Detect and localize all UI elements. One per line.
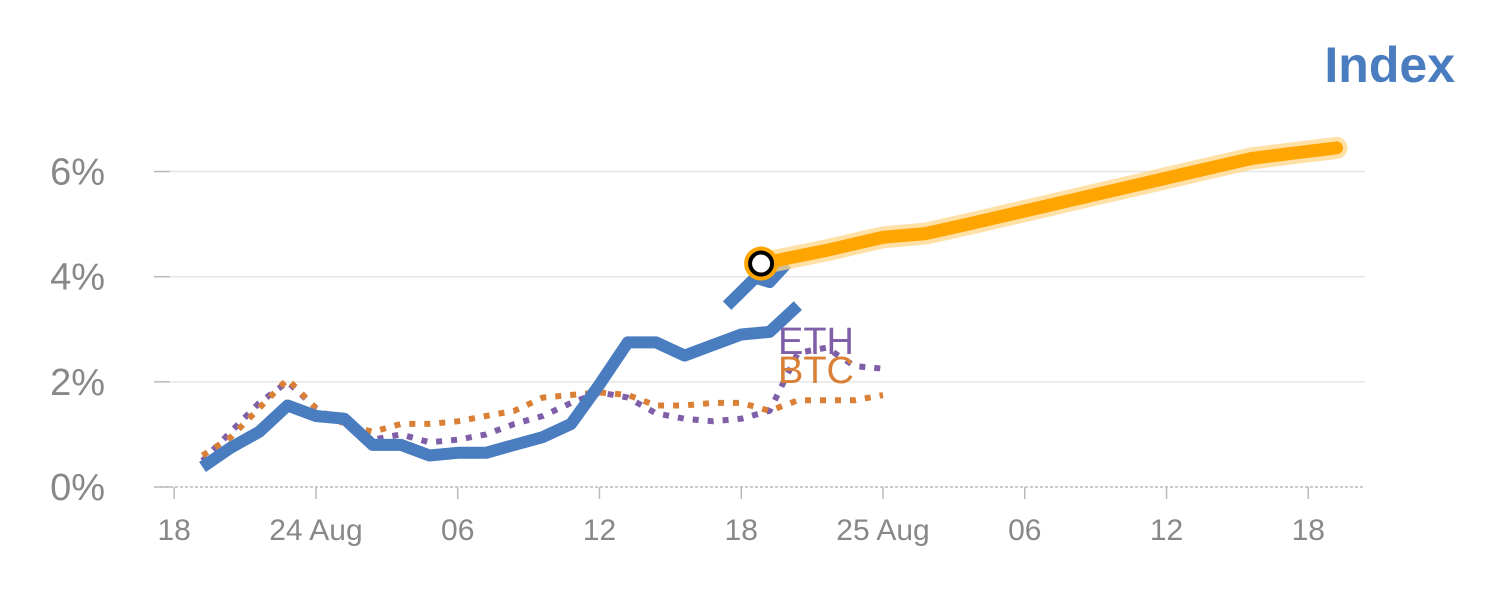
x-tick-label: 06	[441, 514, 474, 547]
x-tick-label: 12	[583, 514, 616, 547]
x-tick-label: 18	[1292, 514, 1325, 547]
y-tick-labels: 0% 2% 4% 6%	[50, 152, 170, 509]
x-tick-label: 18	[157, 514, 190, 547]
series-line-btc	[200, 376, 884, 459]
x-tick-labels: 18 24 Aug 06 12 18 25 Aug 06 12 18	[157, 487, 1325, 547]
x-tick-label: 12	[1150, 514, 1183, 547]
y-tick-label: 0%	[50, 467, 105, 509]
index-line	[199, 301, 802, 472]
x-tick-label: 24 Aug	[269, 514, 362, 547]
forecast-line	[754, 141, 1344, 271]
y-tick-label: 2%	[50, 362, 105, 404]
marker-dot	[748, 250, 775, 277]
series-label-eth: ETH	[778, 321, 854, 363]
series-label-btc: BTC	[778, 350, 854, 392]
x-tick-label: 18	[725, 514, 758, 547]
x-tick-label: 25 Aug	[836, 514, 929, 547]
y-tick-label: 4%	[50, 257, 105, 299]
x-tick-label: 06	[1008, 514, 1041, 547]
current-value-marker	[744, 246, 779, 281]
series	[199, 136, 1348, 472]
y-tick-label: 6%	[50, 152, 105, 194]
chart-title: Index	[1324, 37, 1455, 93]
